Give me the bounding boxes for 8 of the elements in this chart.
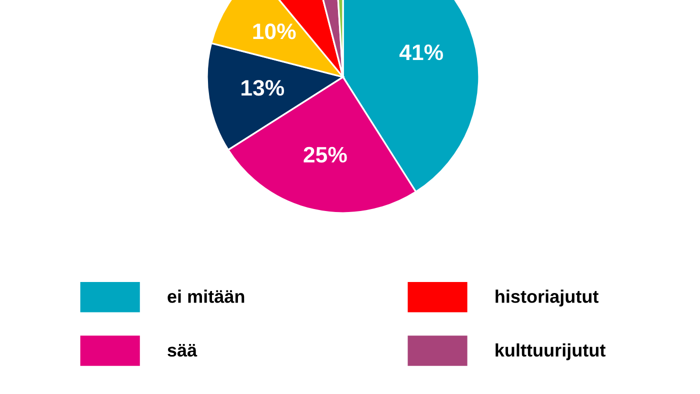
legend-label: ei mitään — [168, 290, 244, 303]
data-label: 13% — [242, 80, 284, 96]
data-label: 41% — [399, 44, 444, 60]
data-label: 25% — [304, 146, 347, 163]
data-label: 10% — [253, 24, 296, 40]
legend-label: kulttuurijutut — [496, 343, 606, 360]
legend-label: historiajutut — [496, 290, 598, 306]
legend-label: sää — [168, 344, 198, 357]
